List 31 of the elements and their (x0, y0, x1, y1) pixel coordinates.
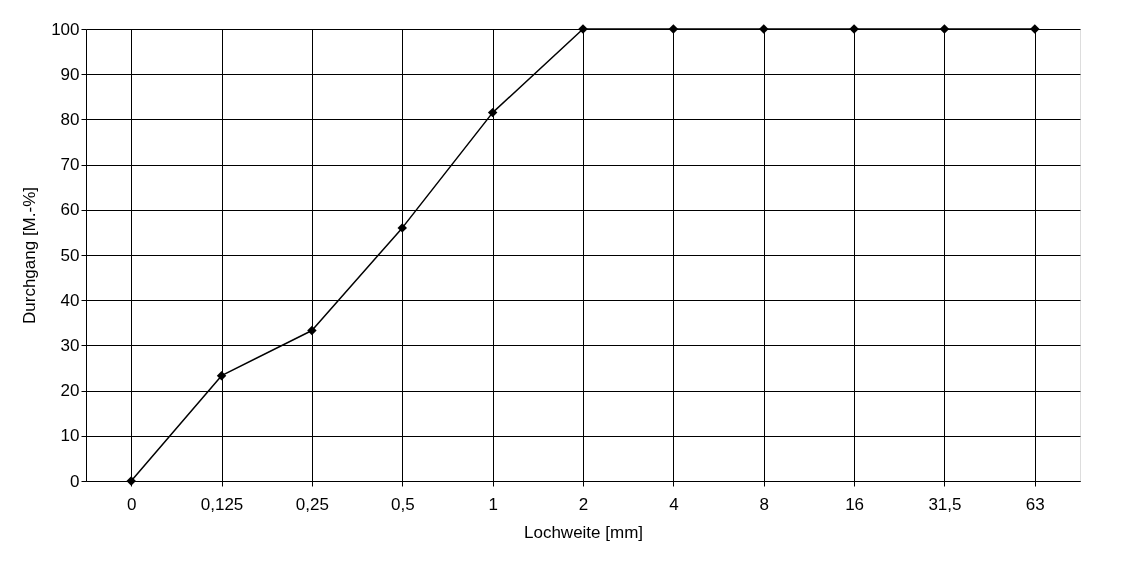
y-tick-label: 90 (60, 64, 80, 84)
point (307, 325, 317, 336)
y-tick-label: 0 (70, 471, 80, 491)
y-tick-label: 30 (60, 335, 80, 355)
point (487, 107, 498, 118)
point (668, 24, 679, 34)
y-tick-label: 60 (60, 200, 80, 220)
y-tick-label: 20 (60, 381, 80, 401)
point (939, 24, 950, 34)
point (758, 24, 769, 34)
y-tick-label: 50 (60, 245, 80, 265)
y-axis-title: Durchgang [M.-%] (20, 187, 40, 324)
x-tick-label: 8 (759, 494, 769, 514)
x-tick-label: 0,125 (200, 494, 244, 514)
y-tick-label: 40 (60, 290, 80, 310)
y-tick-label: 70 (60, 155, 80, 175)
x-tick-label: 4 (669, 494, 679, 514)
x-tick-label: 31,5 (928, 494, 962, 514)
point (216, 370, 227, 381)
y-tick-label: 100 (51, 19, 80, 39)
y-tick-label: 10 (60, 426, 80, 446)
x-tick-label: 0 (126, 494, 137, 514)
x-axis-title: Lochweite [mm] (523, 522, 644, 542)
x-tick-label: 2 (578, 494, 589, 514)
x-tick-label: 63 (1025, 494, 1045, 514)
x-tick-label: 0,25 (295, 494, 329, 514)
point (397, 223, 408, 233)
x-tick-label: 1 (488, 494, 498, 514)
x-tick-label: 0,5 (390, 494, 415, 514)
y-tick-label: 80 (60, 109, 80, 129)
x-tick-label: 16 (845, 494, 865, 514)
